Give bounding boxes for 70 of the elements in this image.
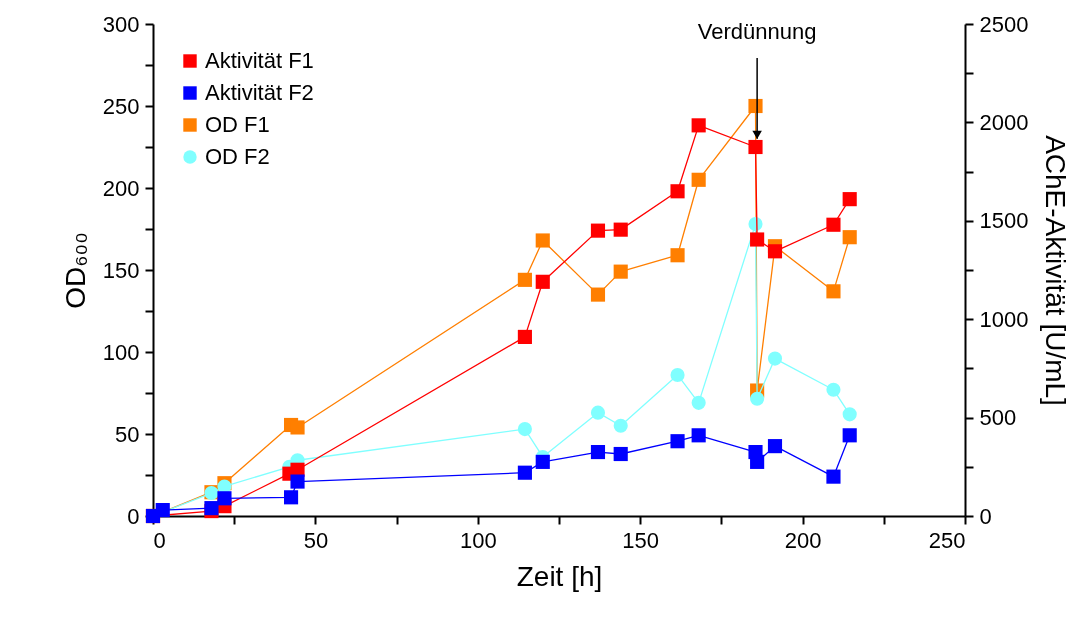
- x-tick-label: 150: [622, 527, 660, 553]
- point: [826, 217, 841, 232]
- y-tick-label: 200: [102, 175, 140, 201]
- point: [670, 367, 685, 383]
- point: [517, 422, 532, 437]
- point: [826, 284, 841, 299]
- y-tick-label: 100: [102, 339, 140, 365]
- point: [613, 418, 628, 433]
- y2-tick-label: 1000: [979, 306, 1029, 332]
- y2-tick-label: 2500: [979, 11, 1029, 37]
- point: [842, 428, 857, 443]
- point: [535, 274, 550, 289]
- point: [826, 382, 841, 397]
- point: [535, 454, 550, 469]
- x-axis-title: Zeit [h]: [516, 560, 603, 592]
- point: [590, 287, 606, 302]
- legend-label: OD F2: [205, 144, 270, 169]
- point: [290, 474, 305, 489]
- point: [670, 248, 685, 263]
- point: [767, 244, 783, 259]
- point: [750, 391, 765, 406]
- point: [842, 407, 857, 422]
- point: [748, 139, 763, 155]
- point: [750, 232, 765, 247]
- y-tick-label: 150: [102, 257, 140, 283]
- point: [217, 491, 232, 506]
- point: [767, 351, 783, 366]
- y2-axis-title: AChE-Aktivität [U/mL]: [1040, 135, 1072, 406]
- legend-label: OD F1: [205, 112, 270, 137]
- point: [842, 192, 857, 207]
- x-tick-label: 250: [928, 527, 966, 553]
- y2-tick-label: 0: [979, 503, 992, 529]
- point: [750, 454, 765, 469]
- point: [842, 230, 857, 245]
- point: [826, 469, 841, 484]
- point: [670, 434, 685, 449]
- y2-tick-label: 1500: [979, 208, 1029, 234]
- x-tick-label: 200: [784, 527, 822, 553]
- point: [613, 446, 628, 462]
- annotation: Verdünnung: [697, 19, 817, 44]
- x-tick-label: 100: [459, 527, 497, 553]
- y-tick-label: 250: [102, 93, 140, 119]
- point: [590, 223, 606, 238]
- point: [691, 118, 706, 133]
- y-tick-label: 50: [115, 421, 140, 447]
- y2-tick-label: 2000: [979, 109, 1029, 135]
- y2-tick-label: 500: [979, 405, 1017, 431]
- point: [613, 264, 628, 279]
- point: [290, 420, 305, 435]
- x-tick-label: 0: [153, 527, 166, 553]
- point: [535, 233, 550, 248]
- point: [590, 405, 606, 420]
- point: [767, 439, 783, 454]
- point: [670, 184, 685, 199]
- point: [691, 428, 706, 443]
- point: [691, 172, 706, 187]
- point: [283, 490, 299, 505]
- point: [613, 222, 628, 237]
- x-tick-label: 50: [303, 527, 329, 553]
- y-tick-label: 300: [102, 11, 140, 37]
- point: [517, 465, 532, 480]
- legend-label: Aktivität F2: [205, 80, 314, 105]
- y-axis-title: OD₆₀₀: [59, 232, 91, 309]
- point: [517, 329, 532, 344]
- point: [517, 272, 532, 287]
- point: [691, 395, 706, 410]
- y-tick-label: 0: [127, 503, 140, 529]
- legend-label: Aktivität F1: [205, 48, 314, 73]
- point: [590, 444, 606, 460]
- point: [155, 503, 170, 518]
